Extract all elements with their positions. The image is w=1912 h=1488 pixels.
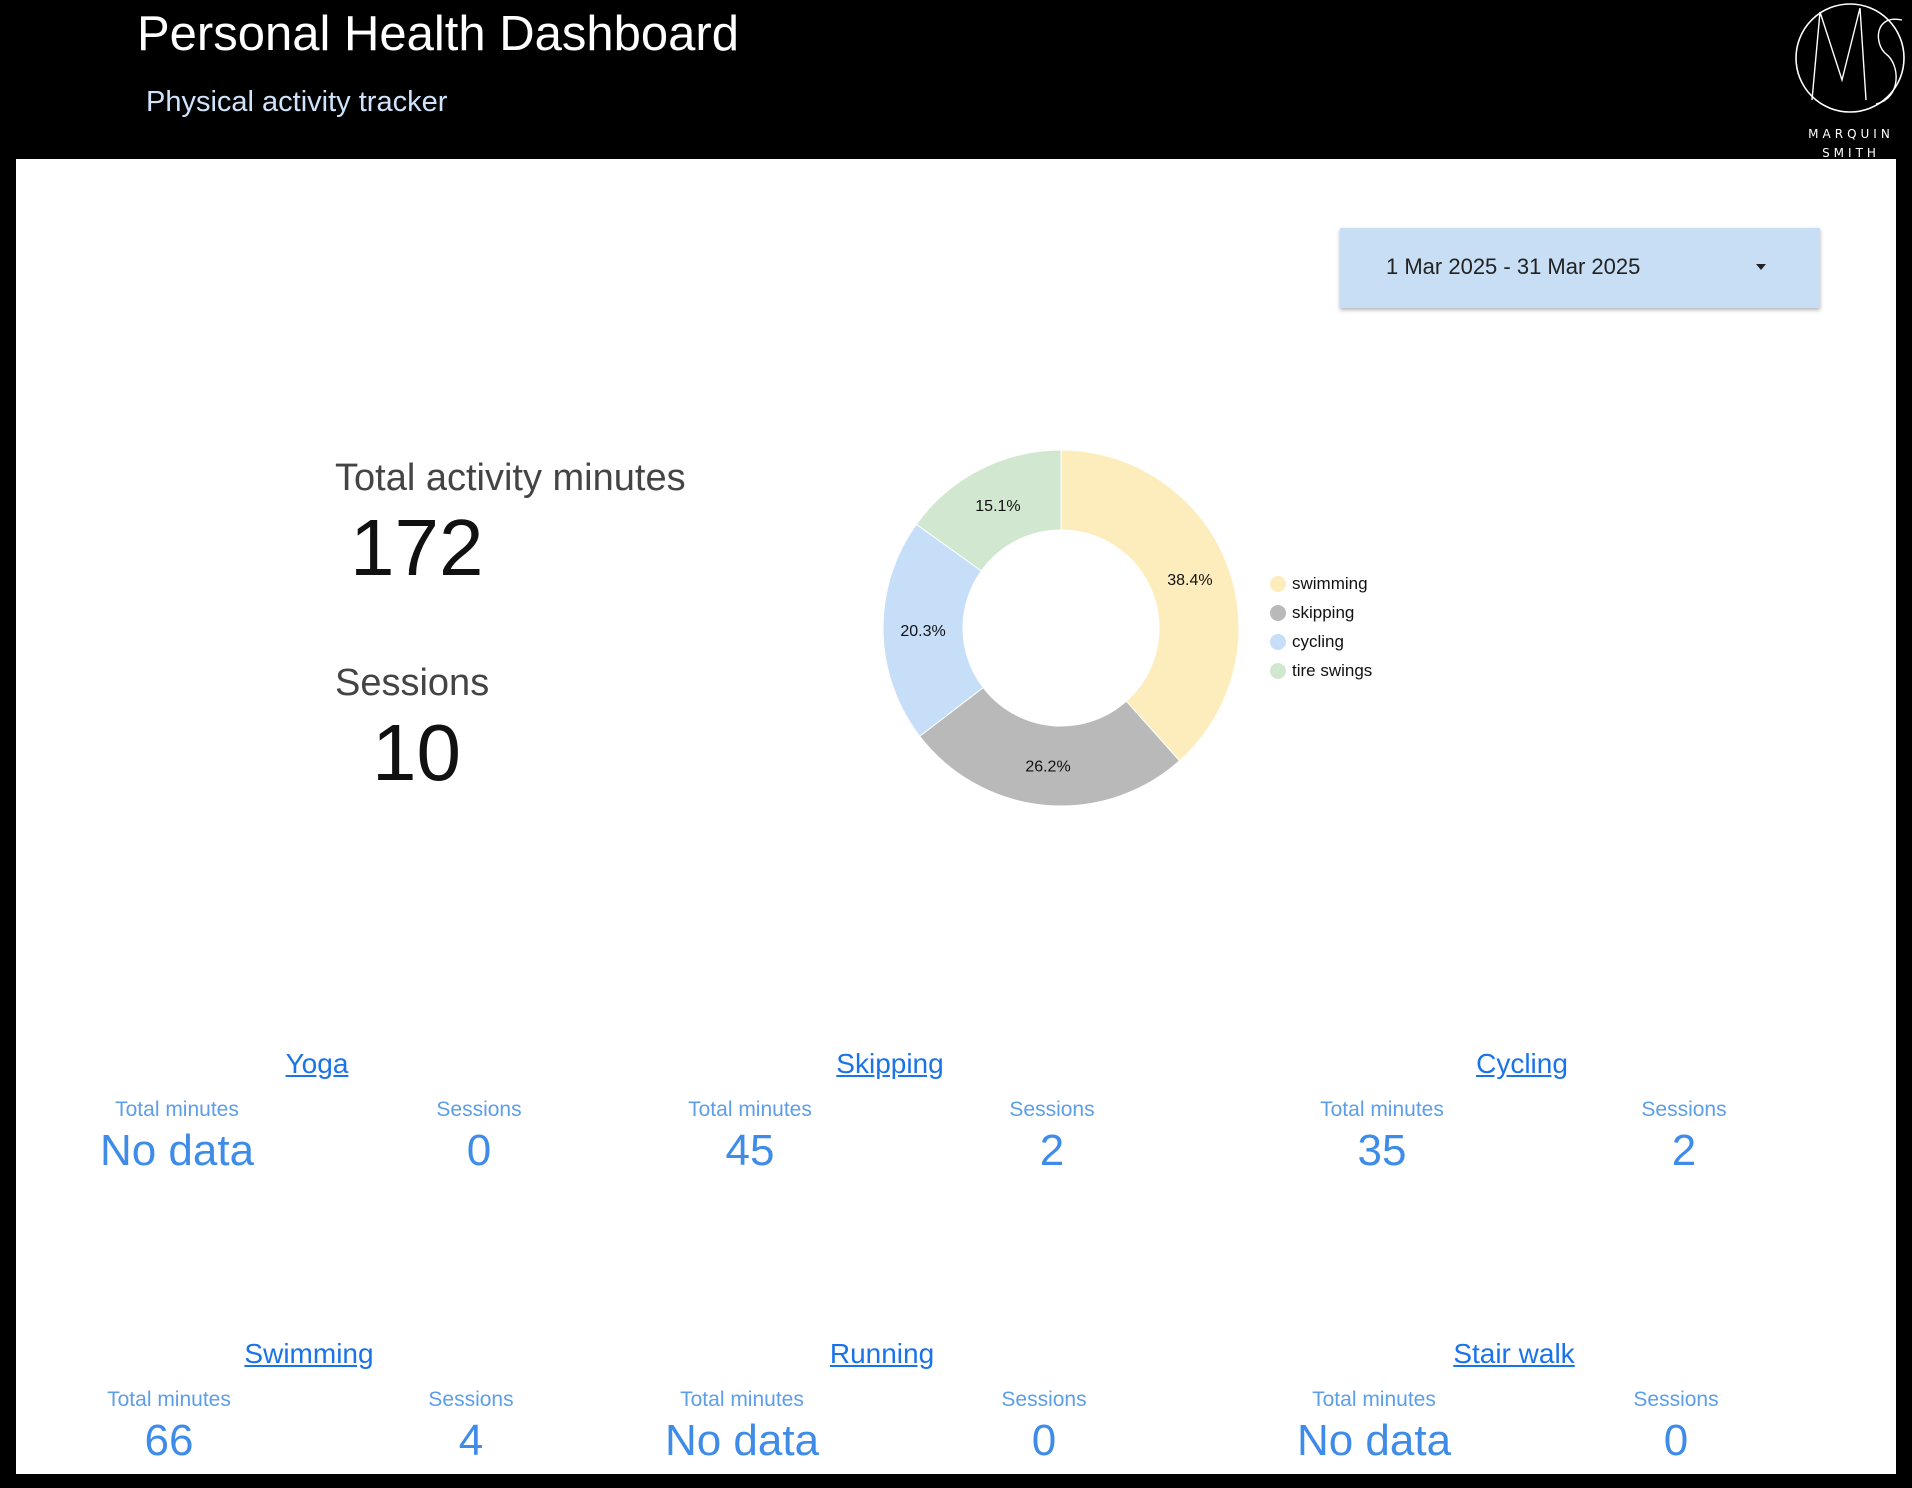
activity-donut-chart: 38.4% 26.2% 20.3% 15.1% — [882, 449, 1240, 807]
total-minutes-label: Total activity minutes — [335, 457, 686, 499]
minutes-value: 66 — [144, 1416, 194, 1465]
report-canvas — [16, 159, 1896, 1474]
sessions-label: Sessions — [1001, 1388, 1087, 1411]
activity-card-skipping: Skipping Total minutes 45 Sessions 2 — [640, 1048, 1140, 1198]
sessions-label: Sessions — [1633, 1388, 1719, 1411]
minutes-value: 45 — [725, 1126, 775, 1175]
activity-card-running: Running Total minutes No data Sessions 0 — [632, 1338, 1132, 1488]
total-minutes-value: 172 — [350, 503, 484, 592]
slice-percent-label: 20.3% — [900, 623, 945, 640]
sessions-stat: Sessions 2 — [1564, 1098, 1804, 1176]
date-range-picker[interactable]: 1 Mar 2025 - 31 Mar 2025 — [1340, 228, 1820, 308]
legend-swatch — [1270, 663, 1286, 679]
minutes-stat: Total minutes 35 — [1262, 1098, 1502, 1176]
minutes-label: Total minutes — [680, 1388, 804, 1411]
brand-logo: MARQUIN SMITH — [1790, 0, 1912, 160]
legend-swatch — [1270, 634, 1286, 650]
minutes-value: No data — [99, 1126, 255, 1175]
minutes-stat: Total minutes 66 — [49, 1388, 289, 1466]
minutes-label: Total minutes — [688, 1098, 812, 1121]
date-range-label: 1 Mar 2025 - 31 Mar 2025 — [1386, 254, 1641, 279]
sessions-stat: Sessions 0 — [924, 1388, 1164, 1466]
caret-down-icon — [1756, 264, 1766, 270]
sessions-value: 2 — [1671, 1126, 1697, 1175]
sessions-label: Sessions — [436, 1098, 522, 1121]
sessions-stat: Sessions 4 — [351, 1388, 591, 1466]
activity-link[interactable]: Cycling — [1476, 1048, 1568, 1079]
activity-card-yoga: Yoga Total minutes No data Sessions 0 — [67, 1048, 567, 1198]
activity-link[interactable]: Yoga — [285, 1048, 349, 1079]
header: Personal Health Dashboard Physical activ… — [0, 0, 1912, 160]
legend-swatch — [1270, 576, 1286, 592]
activity-card-swimming: Swimming Total minutes 66 Sessions 4 — [59, 1338, 559, 1488]
minutes-value: No data — [1296, 1416, 1452, 1465]
sessions-value: 4 — [458, 1416, 484, 1465]
slice-percent-label: 15.1% — [975, 498, 1020, 515]
sessions-value: 2 — [1039, 1126, 1065, 1175]
logo-text-line1: MARQUIN — [1808, 127, 1894, 141]
sessions-label: Sessions — [428, 1388, 514, 1411]
minutes-stat: Total minutes 45 — [630, 1098, 870, 1176]
sessions-stat: Sessions 0 — [1556, 1388, 1796, 1466]
sessions-value: 0 — [1031, 1416, 1057, 1465]
logo-text-line2: SMITH — [1822, 146, 1880, 160]
sessions-value: 0 — [1663, 1416, 1689, 1465]
page-title: Personal Health Dashboard — [137, 7, 739, 61]
monogram-logo-icon — [1795, 3, 1905, 113]
sessions-stat: Sessions 0 — [359, 1098, 599, 1176]
minutes-stat: Total minutes No data — [57, 1098, 297, 1176]
sessions-label: Sessions — [1009, 1098, 1095, 1121]
sessions-label: Sessions — [335, 662, 490, 704]
donut-slice-skipping[interactable] — [918, 686, 1181, 807]
minutes-label: Total minutes — [107, 1388, 231, 1411]
donut-slice-swimming[interactable] — [1060, 449, 1240, 762]
activity-link[interactable]: Skipping — [836, 1048, 944, 1079]
activity-link[interactable]: Running — [829, 1338, 935, 1369]
slice-percent-label: 26.2% — [1025, 758, 1070, 775]
donut-slice-cycling[interactable] — [882, 523, 984, 737]
minutes-value: 35 — [1357, 1126, 1407, 1175]
activity-link[interactable]: Swimming — [244, 1338, 374, 1369]
minutes-label: Total minutes — [1312, 1388, 1436, 1411]
legend-swatch — [1270, 605, 1286, 621]
sessions-stat: Sessions 2 — [932, 1098, 1172, 1176]
activity-card-stair-walk: Stair walk Total minutes No data Sessions 0 — [1264, 1338, 1764, 1488]
minutes-stat: Total minutes No data — [1254, 1388, 1494, 1466]
sessions-value: 0 — [466, 1126, 492, 1175]
activity-link[interactable]: Stair walk — [1453, 1338, 1575, 1369]
minutes-stat: Total minutes No data — [622, 1388, 862, 1466]
legend-label: swimming — [1292, 574, 1368, 593]
minutes-value: No data — [664, 1416, 820, 1465]
sessions-label: Sessions — [1641, 1098, 1727, 1121]
legend-label: cycling — [1292, 632, 1344, 651]
sessions-value: 10 — [372, 708, 461, 797]
minutes-label: Total minutes — [115, 1098, 239, 1121]
slice-percent-label: 38.4% — [1167, 572, 1212, 589]
legend-label: tire swings — [1292, 661, 1373, 680]
donut-slice-tire-swings[interactable] — [915, 449, 1062, 572]
legend-label: skipping — [1292, 603, 1355, 622]
activity-card-cycling: Cycling Total minutes 35 Sessions 2 — [1272, 1048, 1772, 1198]
page-subtitle: Physical activity tracker — [146, 86, 448, 118]
minutes-label: Total minutes — [1320, 1098, 1444, 1121]
